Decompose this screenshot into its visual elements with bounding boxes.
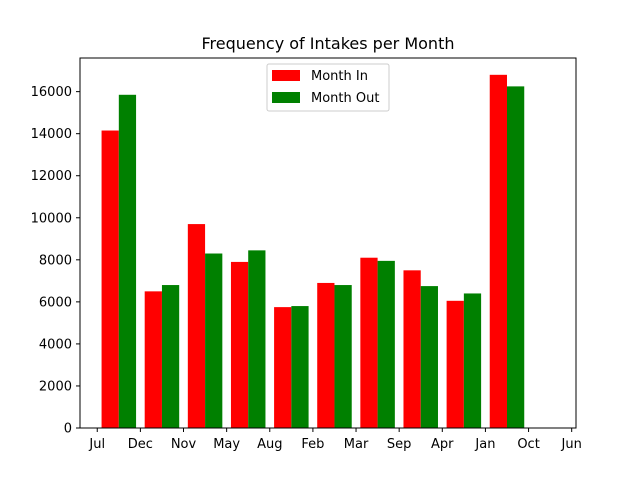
legend-swatch <box>272 92 300 103</box>
x-tick-label: Aug <box>257 437 282 452</box>
bar-month-in <box>187 224 206 428</box>
y-tick-label: 12000 <box>31 169 72 184</box>
bar-month-out <box>463 293 482 428</box>
x-tick-label: Dec <box>128 437 153 452</box>
bar-month-in <box>403 270 421 428</box>
bar-month-out <box>506 86 525 429</box>
bars-layer <box>101 74 525 429</box>
bar-month-out <box>118 94 137 429</box>
bar-month-out <box>291 306 309 428</box>
y-tick-label: 14000 <box>31 127 72 142</box>
x-tick-label: Nov <box>171 437 197 452</box>
y-tick-label: 16000 <box>31 85 72 100</box>
y-tick-label: 8000 <box>39 253 72 268</box>
bar-month-out <box>334 285 352 428</box>
legend: Month In Month Out <box>266 63 390 112</box>
bar-month-out <box>248 250 266 428</box>
bar-month-out <box>205 253 223 428</box>
bar-month-in <box>489 74 507 429</box>
x-tick-label: Sep <box>387 437 412 452</box>
x-tick-label: Jul <box>88 437 105 452</box>
x-tick-label: Oct <box>517 437 539 452</box>
bar-month-in <box>144 291 162 428</box>
plot-frame <box>79 57 577 429</box>
bar-month-in <box>317 282 335 428</box>
x-tick-label: Feb <box>301 437 324 452</box>
x-tick-label: May <box>213 437 240 452</box>
x-tick-label: Jan <box>474 437 495 452</box>
bar-month-in <box>360 257 378 428</box>
bar-month-out <box>377 260 395 428</box>
bar-month-out <box>420 286 438 428</box>
y-tick-label: 2000 <box>39 379 72 394</box>
y-axis: 0 2000 4000 6000 8000 10000 12000 14000 16000 <box>31 85 80 437</box>
bar-month-in <box>101 130 119 428</box>
legend-swatch <box>272 70 300 81</box>
x-tick-label: Apr <box>431 437 454 452</box>
legend-label: Month In <box>311 69 368 84</box>
bar-month-in <box>274 307 292 428</box>
x-axis: Jul Dec Nov May Aug Feb Mar Sep Apr Jan Oct Jun <box>88 428 582 452</box>
bar-month-in <box>446 300 464 428</box>
legend-label: Month Out <box>311 91 379 106</box>
y-tick-label: 10000 <box>31 211 72 226</box>
y-tick-label: 0 <box>64 422 72 437</box>
x-tick-label: Mar <box>344 437 369 452</box>
y-tick-label: 6000 <box>39 295 72 310</box>
y-tick-label: 4000 <box>39 337 72 352</box>
bar-month-out <box>161 285 180 428</box>
chart-title: Frequency of Intakes per Month <box>202 34 455 53</box>
bar-month-in <box>230 261 249 428</box>
x-tick-label: Jun <box>561 437 582 452</box>
